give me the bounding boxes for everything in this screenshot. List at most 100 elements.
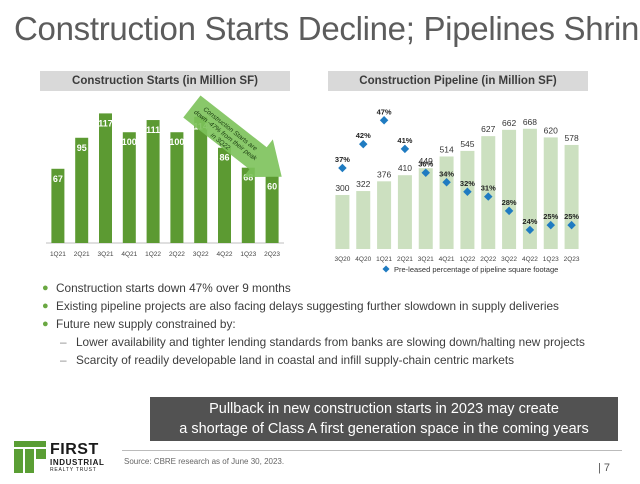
bullet-text: Existing pipeline projects are also faci…	[56, 299, 559, 313]
preleased-point	[567, 220, 576, 230]
bar	[241, 167, 255, 243]
bullet-text: Construction starts down 47% over 9 mont…	[56, 281, 291, 295]
bar-value-label: 68	[243, 173, 253, 183]
logo-text-first: FIRST	[50, 441, 99, 458]
bar-value-label: 100	[169, 137, 184, 147]
x-tick-label: 4Q21	[439, 256, 455, 263]
sub-bullet-item: – Scarcity of readily developable land in…	[40, 353, 610, 369]
preleased-point	[525, 225, 535, 235]
x-tick-label: 2Q23	[264, 251, 280, 258]
preleased-point	[504, 206, 514, 216]
preleased-point-label: 25%	[543, 212, 558, 221]
preleased-point	[463, 187, 472, 197]
preleased-point	[400, 144, 410, 154]
pipeline-bar-value-label: 322	[356, 179, 370, 189]
construction-starts-chart-title: Construction Starts (in Million SF)	[40, 71, 290, 91]
preleased-point	[421, 168, 430, 177]
logo-mark-icon	[14, 441, 46, 473]
bar	[99, 113, 112, 244]
pipeline-bar-value-label: 668	[523, 117, 537, 127]
x-tick-label: 4Q21	[121, 251, 137, 258]
preleased-point-label: 42%	[356, 131, 371, 140]
x-tick-label: 3Q20	[334, 256, 350, 263]
callout-line-2: a shortage of Class A first generation s…	[179, 421, 589, 437]
pipeline-bar-value-label: 662	[502, 118, 516, 128]
x-tick-label: 4Q22	[522, 256, 538, 263]
x-tick-label: 3Q22	[501, 256, 517, 263]
preleased-point-label: 32%	[460, 179, 475, 188]
x-tick-label: 2Q23	[564, 256, 580, 263]
construction-pipeline-plot: 300 3Q20 322 4Q20 376 1Q21 410 2Q21 449 3Q21 514 4Q…	[334, 107, 580, 274]
bar	[265, 176, 279, 243]
bullet-list: ● Construction starts down 47% over 9 mon…	[40, 281, 610, 371]
x-tick-label: 2Q21	[74, 251, 90, 258]
bullet-dot-icon: ●	[42, 300, 49, 312]
logo-text-industrial: INDUSTRIAL	[50, 458, 105, 467]
pipeline-bar-value-label: 300	[335, 183, 349, 193]
preleased-point-label: 28%	[502, 198, 517, 207]
construction-pipeline-chart: Construction Pipeline (in Million SF) 30…	[328, 71, 588, 281]
pipeline-bar	[418, 168, 433, 249]
pipeline-bar-value-label: 410	[398, 163, 412, 173]
preleased-point-label: 24%	[522, 217, 537, 226]
bullet-text: Future new supply constrained by:	[56, 317, 236, 331]
pipeline-bar	[397, 175, 412, 249]
bar-value-label: 86	[219, 153, 229, 163]
pipeline-bar-value-label: 376	[377, 169, 391, 179]
callout-box: Pullback in new construction starts in 2…	[150, 397, 618, 441]
source-note: Source: CBRE research as of June 30, 202…	[124, 457, 285, 466]
x-tick-label: 2Q22	[480, 256, 496, 263]
x-tick-label: 1Q21	[50, 251, 66, 258]
pipeline-bar-value-label: 449	[419, 156, 433, 166]
dash-icon: –	[60, 335, 67, 349]
bar	[51, 168, 65, 243]
preleased-point-label: 31%	[481, 184, 496, 193]
x-tick-label: 4Q20	[355, 256, 371, 263]
bullet-dot-icon: ●	[42, 318, 49, 330]
x-tick-label: 3Q22	[193, 251, 209, 258]
bullet-item: ● Construction starts down 47% over 9 mon…	[40, 281, 610, 297]
bar-value-label: 111	[146, 125, 160, 135]
page-number: | 7	[598, 462, 611, 474]
x-tick-label: 4Q22	[217, 251, 233, 258]
pipeline-bar-value-label: 545	[460, 139, 474, 149]
bar	[75, 137, 89, 243]
company-logo: FIRST INDUSTRIAL REALTY TRUST	[14, 441, 114, 473]
sub-bullet-text: Lower availability and tighter lending s…	[76, 335, 585, 349]
bar-value-label: 100	[122, 137, 137, 147]
sub-bullet-item: – Lower availability and tighter lending …	[40, 335, 610, 351]
pipeline-bar	[502, 129, 517, 249]
construction-pipeline-chart-title: Construction Pipeline (in Million SF)	[328, 71, 588, 91]
bar	[218, 147, 231, 243]
pipeline-bar	[543, 137, 558, 249]
page-title: Construction Starts Decline; Pipelines S…	[14, 10, 640, 47]
preleased-point-label: 41%	[397, 136, 412, 145]
preleased-point	[359, 139, 368, 149]
bar-value-label: 117	[98, 118, 113, 128]
preleased-point	[484, 192, 493, 201]
x-tick-label: 1Q22	[145, 251, 161, 258]
preleased-point-label: 34%	[439, 169, 454, 178]
x-tick-label: 3Q21	[98, 251, 114, 258]
bar	[170, 132, 184, 243]
construction-starts-chart: Construction Starts (in Million SF) 67 1Q…	[40, 71, 290, 266]
bullet-item: ● Existing pipeline projects are also fac…	[40, 299, 610, 315]
pipeline-bar-value-label: 578	[564, 133, 578, 143]
bar-value-label: 95	[77, 143, 87, 153]
x-tick-label: 3Q21	[418, 256, 434, 263]
callout-line-1: Pullback in new construction starts in 2…	[209, 401, 559, 417]
pipeline-bar	[564, 144, 579, 249]
x-tick-label: 1Q23	[240, 251, 256, 258]
pipeline-bar	[377, 181, 392, 249]
pipeline-bar	[460, 150, 475, 249]
bar-value-label: 67	[53, 174, 63, 184]
x-tick-label: 1Q21	[376, 256, 392, 263]
legend-marker-icon	[382, 265, 390, 273]
pipeline-bar-value-label: 514	[439, 144, 453, 154]
pipeline-bar	[522, 128, 537, 249]
preleased-point-label: 47%	[377, 107, 392, 116]
pipeline-bar-value-label: 620	[544, 125, 558, 135]
bullet-dot-icon: ●	[42, 282, 49, 294]
x-tick-label: 1Q23	[543, 256, 559, 263]
preleased-point-label: 36%	[418, 160, 433, 169]
